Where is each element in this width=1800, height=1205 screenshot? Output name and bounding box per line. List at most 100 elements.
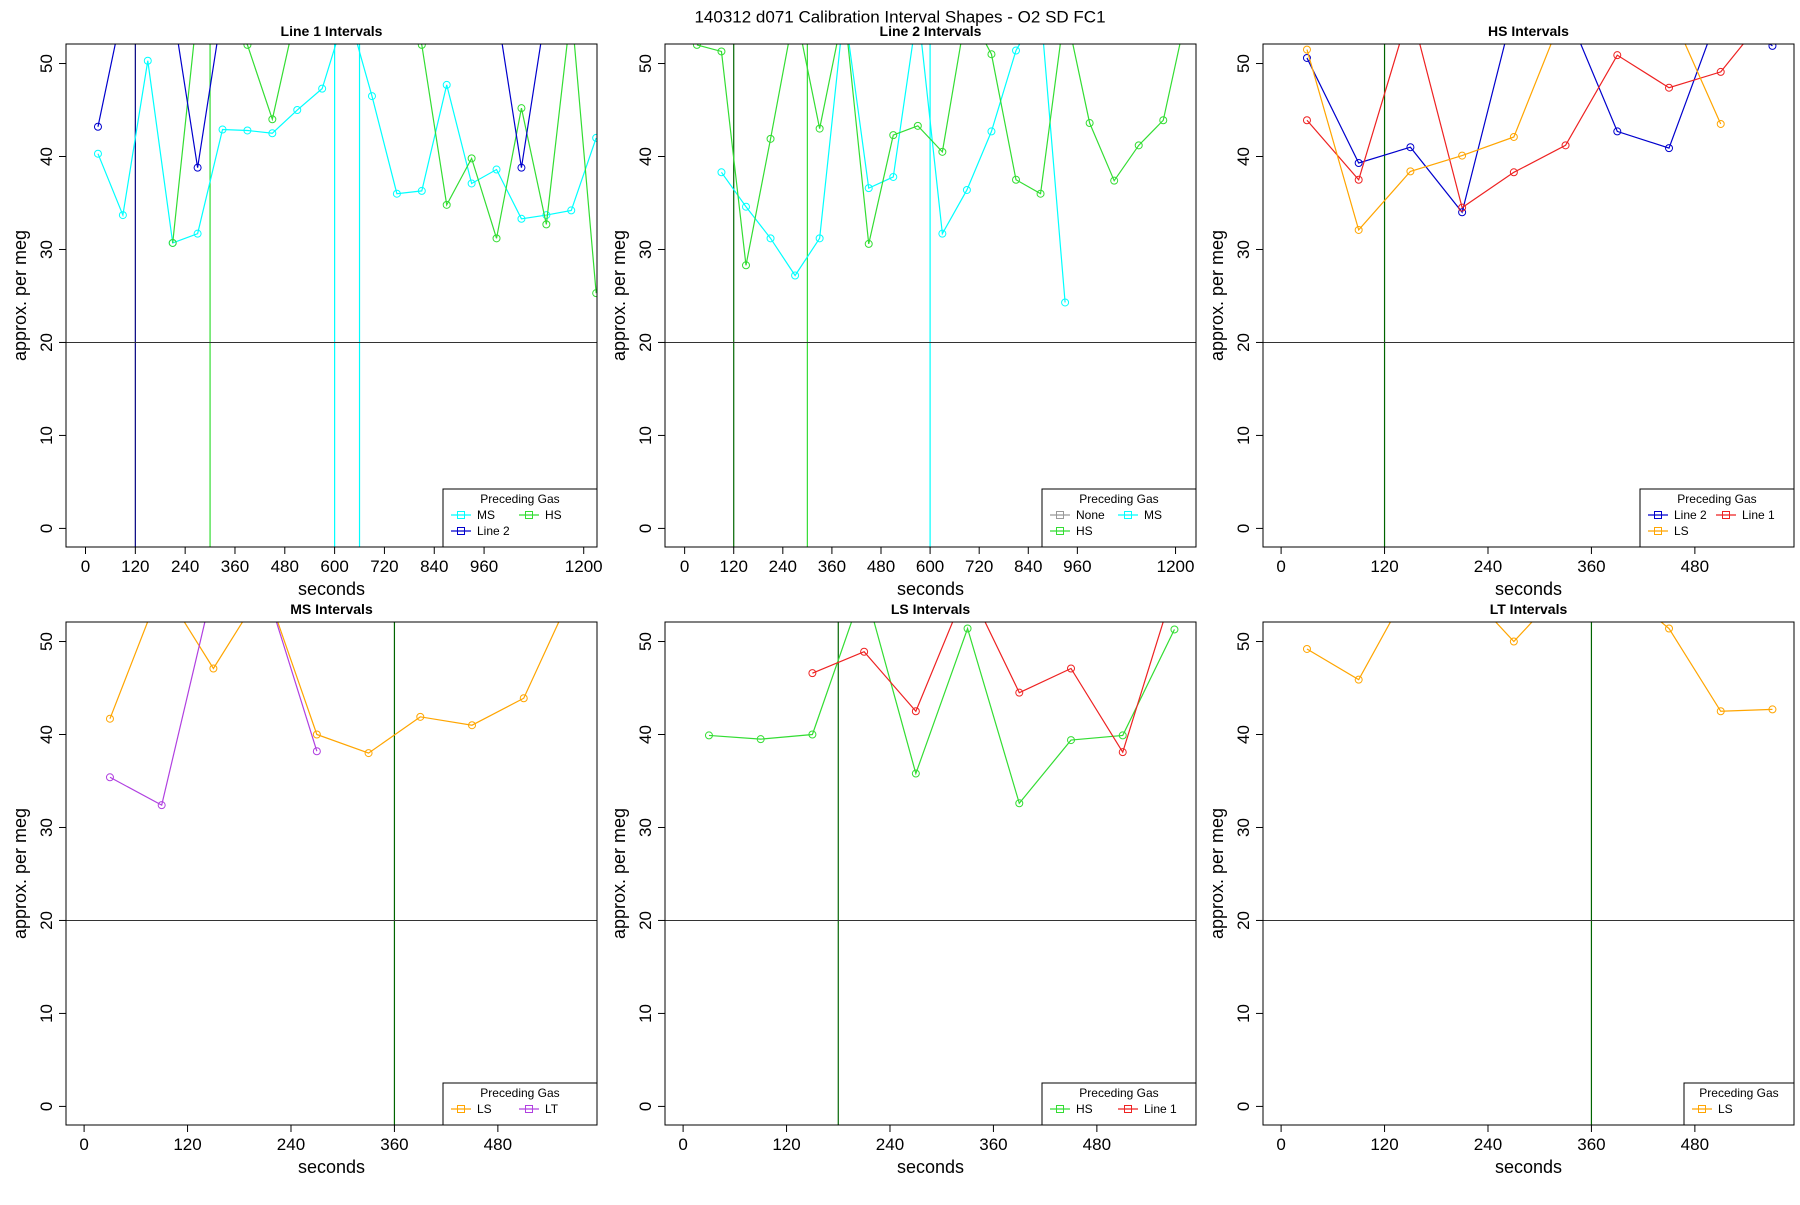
x-tick-label: 120: [121, 557, 149, 576]
data-point: [467, 154, 476, 163]
data-point: [1012, 175, 1020, 184]
legend-box: [1683, 1082, 1795, 1126]
data-point: [911, 769, 920, 778]
x-tick-label: 360: [818, 557, 846, 576]
y-tick-label: 10: [37, 426, 56, 445]
data-point: [157, 801, 166, 810]
legend-title: Preceding Gas: [1079, 1086, 1158, 1100]
data-point: [467, 179, 476, 188]
data-point: [1036, 189, 1045, 198]
data-point: [766, 234, 775, 243]
data-point: [766, 134, 775, 143]
data-point: [1354, 175, 1363, 184]
data-point: [293, 106, 302, 115]
data-point: [364, 749, 373, 758]
data-point: [1666, 4, 1673, 11]
legend-marker: [1124, 511, 1132, 519]
data-point: [294, 4, 301, 11]
series-line: [109, 622, 318, 807]
y-tick-label: 0: [1234, 1102, 1253, 1111]
data-point: [1407, 582, 1414, 589]
data-point: [367, 92, 376, 101]
data-point: [1561, 141, 1570, 150]
legend-marker: [525, 511, 533, 519]
x-tick-label: 240: [876, 1135, 904, 1154]
plot-frame: [664, 621, 1197, 1126]
data-point: [368, 4, 375, 11]
panel-title: HS Intervals: [1488, 23, 1569, 39]
y-axis-label: approx. per meg: [1207, 808, 1227, 939]
data-point: [193, 163, 202, 172]
data-point: [1406, 167, 1415, 176]
data-point: [717, 168, 726, 177]
data-point: [1768, 44, 1777, 50]
y-tick-label: 50: [636, 632, 655, 651]
data-point: [1768, 705, 1777, 714]
y-tick-label: 50: [37, 632, 56, 651]
data-point: [318, 84, 327, 93]
data-point: [1302, 53, 1311, 62]
data-point: [262, 582, 269, 589]
data-point: [243, 126, 252, 135]
legend-label: HS: [545, 508, 562, 522]
data-point: [169, 4, 176, 11]
legend-label: HS: [1076, 524, 1093, 538]
x-tick-label: 360: [979, 1135, 1007, 1154]
series-line: [1306, 44, 1722, 232]
y-axis-label: approx. per meg: [609, 808, 629, 939]
series-line: [696, 44, 1181, 266]
data-point: [1509, 168, 1518, 177]
data-point: [319, 4, 326, 11]
y-tick-label: 40: [37, 147, 56, 166]
data-point: [442, 200, 451, 209]
y-tick-label: 20: [1234, 911, 1253, 930]
data-point: [1061, 298, 1070, 307]
data-point: [1118, 748, 1127, 757]
x-tick-label: 0: [81, 557, 90, 576]
data-point: [417, 44, 426, 49]
x-tick-label: 480: [1083, 1135, 1111, 1154]
x-tick-label: 0: [79, 1135, 88, 1154]
data-point: [938, 229, 947, 238]
data-point: [344, 4, 351, 11]
y-tick-label: 40: [636, 725, 655, 744]
x-axis-label: seconds: [897, 1157, 964, 1177]
data-point: [193, 229, 202, 238]
data-point: [1613, 51, 1622, 60]
x-tick-label: 0: [680, 557, 689, 576]
data-point: [1302, 116, 1311, 125]
series-line: [97, 44, 597, 244]
data-point: [1562, 582, 1569, 589]
y-axis-label: approx. per meg: [609, 230, 629, 361]
x-tick-label: 960: [1063, 557, 1091, 576]
series-line: [97, 44, 542, 168]
y-tick-label: 50: [1234, 54, 1253, 73]
x-tick-label: 120: [772, 1135, 800, 1154]
x-tick-label: 480: [484, 1135, 512, 1154]
x-tick-label: 960: [470, 557, 498, 576]
panel: MS Intervals 0 10 20 30 40 50 0 120 240 360 480 seco…: [10, 582, 598, 1177]
data-point: [1717, 4, 1724, 11]
data-point: [393, 4, 400, 11]
data-point: [1562, 4, 1569, 11]
y-tick-label: 20: [636, 911, 655, 930]
data-point: [1134, 141, 1143, 150]
x-tick-label: 0: [1276, 1135, 1285, 1154]
data-point: [209, 664, 218, 673]
panel: HS Intervals 0 10 20 30 40 50 0 120 240 360 480 seco…: [1207, 4, 1795, 599]
data-point: [493, 4, 500, 11]
data-point: [815, 124, 824, 133]
y-tick-label: 30: [1234, 240, 1253, 259]
data-point: [889, 172, 898, 181]
legend-box: [442, 1082, 598, 1126]
data-point: [791, 271, 800, 280]
y-tick-label: 10: [1234, 1004, 1253, 1023]
x-tick-label: 120: [720, 557, 748, 576]
legend-marker: [1124, 1105, 1132, 1113]
x-tick-label: 480: [1681, 557, 1709, 576]
x-tick-label: 360: [380, 1135, 408, 1154]
legend-label: HS: [1076, 1102, 1093, 1116]
data-point: [1562, 4, 1569, 11]
x-tick-label: 1200: [565, 557, 603, 576]
